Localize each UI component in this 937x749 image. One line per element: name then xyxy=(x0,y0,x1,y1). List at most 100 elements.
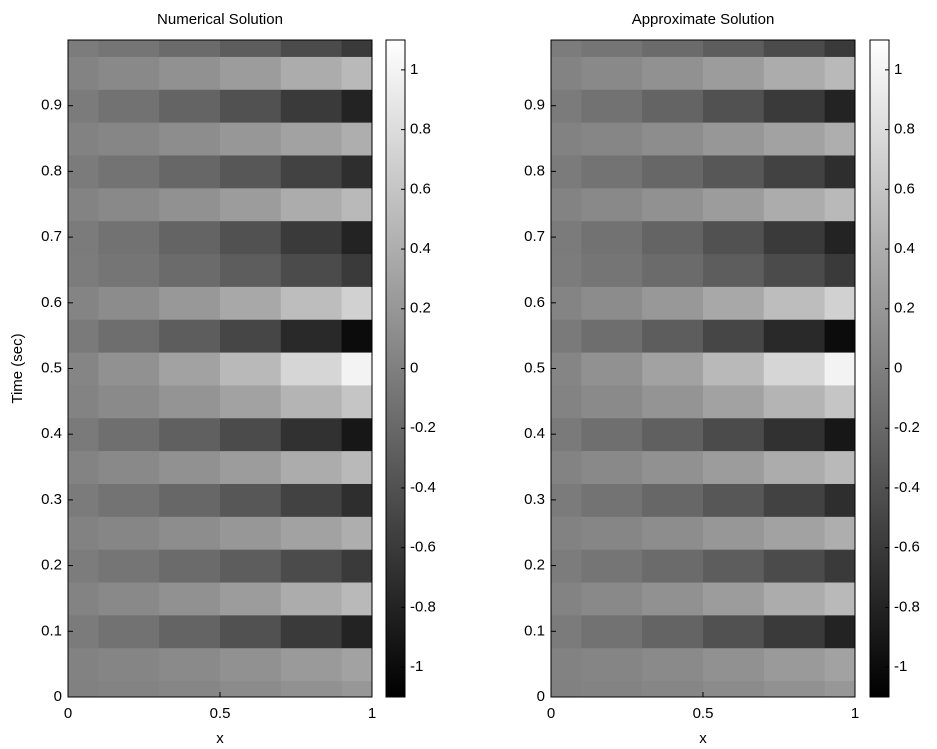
heatmap-cell xyxy=(824,483,856,517)
colorbar-tick-label: -0.2 xyxy=(410,419,436,436)
heatmap-cell xyxy=(551,253,582,287)
colorbar-tick-label: -0.6 xyxy=(410,539,436,556)
heatmap-cell xyxy=(642,483,704,517)
heatmap-cell xyxy=(642,417,704,452)
heatmap-cell xyxy=(68,417,99,452)
heatmap-cell xyxy=(220,122,282,156)
heatmap-cell xyxy=(551,417,582,452)
heatmap-cell xyxy=(763,89,826,123)
heatmap-cell xyxy=(220,582,282,616)
heatmap-cell xyxy=(763,56,826,90)
y-tick-label: 0.8 xyxy=(524,162,545,179)
heatmap-cell xyxy=(98,549,160,583)
heatmap-cell xyxy=(280,417,343,452)
heatmap-cell xyxy=(703,417,765,452)
heatmap-cell xyxy=(341,483,373,517)
heatmap-cell xyxy=(551,483,582,517)
y-tick-label: 0.6 xyxy=(524,294,545,311)
heatmap-cell xyxy=(824,319,856,353)
heatmap-cell xyxy=(159,154,221,189)
heatmap-cell xyxy=(68,352,99,386)
x-axis-label: x xyxy=(216,730,224,747)
heatmap-cell xyxy=(703,680,765,698)
heatmap-cell xyxy=(642,450,704,484)
heatmap-cell xyxy=(280,286,343,320)
colorbar-tick-label: 0.8 xyxy=(410,121,431,138)
heatmap-cell xyxy=(98,220,160,255)
heatmap-cell xyxy=(341,319,373,353)
heatmap-cell xyxy=(159,384,221,419)
heatmap-cell xyxy=(68,187,99,222)
heatmap-cell xyxy=(98,40,160,57)
heatmap-cell xyxy=(341,56,373,90)
heatmap-cell xyxy=(551,122,582,156)
heatmap-cell xyxy=(581,417,643,452)
heatmap-cell xyxy=(341,450,373,484)
heatmap-cell xyxy=(341,680,373,698)
heatmap-cell xyxy=(220,384,282,419)
heatmap-cell xyxy=(763,384,826,419)
heatmap-cell xyxy=(159,187,221,222)
heatmap-cell xyxy=(220,614,282,649)
heatmap-cell xyxy=(159,319,221,353)
heatmap-cell xyxy=(220,483,282,517)
heatmap-cell xyxy=(763,319,826,353)
heatmap-cell xyxy=(763,450,826,484)
heatmap-cell xyxy=(763,122,826,156)
colorbar-tick-label: -0.2 xyxy=(894,419,920,436)
heatmap-cell xyxy=(703,483,765,517)
heatmap-cell xyxy=(68,56,99,90)
heatmap-cell xyxy=(98,450,160,484)
heatmap-cell xyxy=(551,40,582,57)
x-tick-label: 0 xyxy=(64,705,72,722)
heatmap-cell xyxy=(341,253,373,287)
heatmap-cell xyxy=(703,319,765,353)
heatmap-cell xyxy=(98,614,160,649)
x-tick-label: 0.5 xyxy=(210,705,231,722)
heatmap-cell xyxy=(98,154,160,189)
heatmap-cell xyxy=(159,582,221,616)
heatmap-cell xyxy=(703,516,765,550)
heatmap xyxy=(68,40,373,698)
colorbar-tick-label: 1 xyxy=(410,61,418,78)
heatmap-cell xyxy=(824,122,856,156)
heatmap-cell xyxy=(703,122,765,156)
heatmap-cell xyxy=(703,253,765,287)
heatmap-cell xyxy=(551,319,582,353)
y-tick-label: 0.1 xyxy=(524,622,545,639)
heatmap-cell xyxy=(68,647,99,682)
heatmap-cell xyxy=(763,417,826,452)
heatmap-cell xyxy=(642,40,704,57)
heatmap-cell xyxy=(763,582,826,616)
x-tick-label: 1 xyxy=(368,705,376,722)
heatmap-cell xyxy=(280,483,343,517)
heatmap-cell xyxy=(824,154,856,189)
chart-title: Approximate Solution xyxy=(632,11,775,28)
heatmap-cell xyxy=(68,154,99,189)
colorbar-tick-label: -0.6 xyxy=(894,539,920,556)
heatmap-cell xyxy=(341,384,373,419)
colorbar-tick-label: 0.8 xyxy=(894,121,915,138)
colorbar-tick-label: -1 xyxy=(894,658,907,675)
y-tick-label: 0 xyxy=(54,688,62,705)
heatmap-cell xyxy=(98,680,160,698)
heatmap-cell xyxy=(341,220,373,255)
heatmap-cell xyxy=(220,187,282,222)
heatmap-cell xyxy=(581,187,643,222)
heatmap-cell xyxy=(551,187,582,222)
heatmap-cell xyxy=(581,286,643,320)
y-tick-label: 0.5 xyxy=(524,359,545,376)
y-tick-label: 0.3 xyxy=(41,491,62,508)
heatmap-cell xyxy=(280,122,343,156)
heatmap-cell xyxy=(68,680,99,698)
heatmap-cell xyxy=(341,549,373,583)
y-tick-label: 0.7 xyxy=(41,228,62,245)
heatmap-cell xyxy=(551,154,582,189)
heatmap-cell xyxy=(581,220,643,255)
heatmap-cell xyxy=(581,384,643,419)
heatmap-cell xyxy=(581,40,643,57)
y-tick-label: 0.6 xyxy=(41,294,62,311)
colorbar-tick-label: 0.6 xyxy=(410,180,431,197)
heatmap-cell xyxy=(763,253,826,287)
heatmap-cell xyxy=(220,286,282,320)
